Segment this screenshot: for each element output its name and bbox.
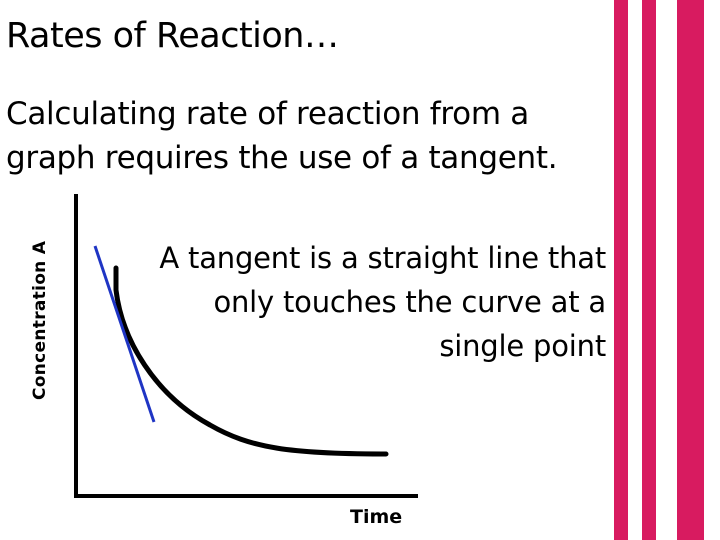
accent-stripe-2 xyxy=(642,0,656,540)
concentration-curve xyxy=(113,265,389,457)
intro-text: Calculating rate of reaction from a grap… xyxy=(6,96,558,176)
x-axis-label: Time xyxy=(350,506,403,528)
slide-title: Rates of Reaction… xyxy=(6,16,339,56)
tangent-line xyxy=(93,245,156,423)
concentration-time-graph xyxy=(74,194,418,498)
accent-stripe-3 xyxy=(677,0,704,540)
y-axis-label: Concentration A xyxy=(30,240,50,400)
accent-stripe-1 xyxy=(614,0,628,540)
tangent-callout: A tangent is a straight line that only t… xyxy=(159,241,606,363)
